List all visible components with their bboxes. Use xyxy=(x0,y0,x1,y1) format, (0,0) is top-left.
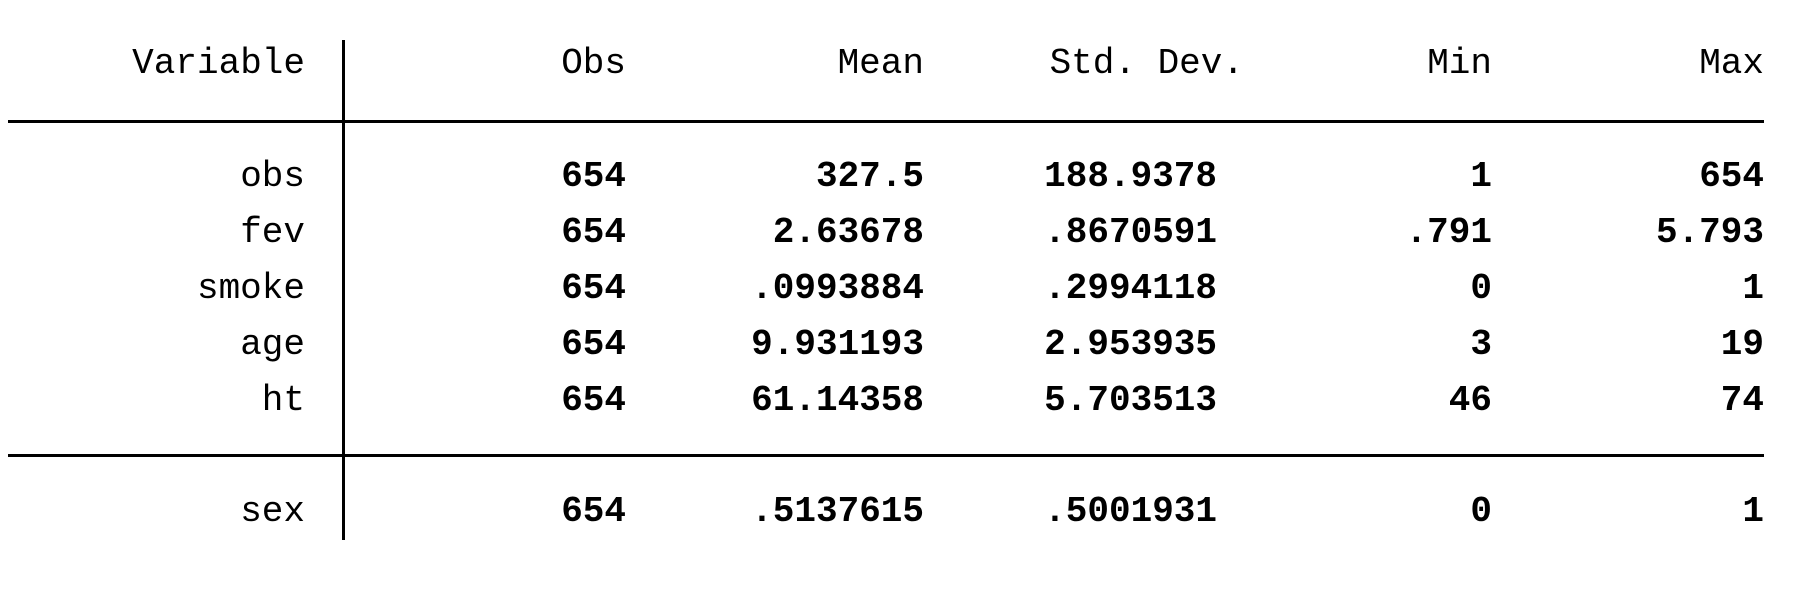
row-std-dev: .5001931 xyxy=(1044,491,1217,532)
row-std-dev: 5.703513 xyxy=(1044,380,1217,421)
row-mean: 327.5 xyxy=(815,156,924,197)
row-max: 5.793 xyxy=(1655,212,1764,253)
row-min: 3 xyxy=(1470,324,1492,365)
group-separator-line xyxy=(8,454,1764,457)
row-max: 1 xyxy=(1742,268,1764,309)
row-max: 19 xyxy=(1720,324,1764,365)
row-std-dev: .8670591 xyxy=(1044,212,1217,253)
header-std-dev: Std. Dev. xyxy=(1049,43,1244,84)
row-std-dev: .2994118 xyxy=(1044,268,1217,309)
row-obs: 654 xyxy=(561,491,626,532)
row-variable: fev xyxy=(240,212,305,253)
row-max: 654 xyxy=(1699,156,1764,197)
row-mean: 2.63678 xyxy=(772,212,924,253)
row-mean: 9.931193 xyxy=(751,324,924,365)
row-min: 0 xyxy=(1470,268,1492,309)
row-std-dev: 188.9378 xyxy=(1044,156,1217,197)
row-min: 0 xyxy=(1470,491,1492,532)
header-max: Max xyxy=(1699,43,1764,84)
header-separator-line xyxy=(8,120,1764,123)
header-min: Min xyxy=(1427,43,1492,84)
header-obs: Obs xyxy=(561,43,626,84)
row-max: 1 xyxy=(1742,491,1764,532)
row-obs: 654 xyxy=(561,324,626,365)
row-variable: ht xyxy=(261,380,305,421)
row-mean: .0993884 xyxy=(751,268,924,309)
column-divider-line xyxy=(342,40,345,540)
row-variable: smoke xyxy=(196,268,305,309)
row-min: 46 xyxy=(1448,380,1492,421)
row-variable: obs xyxy=(240,156,305,197)
row-min: .791 xyxy=(1405,212,1492,253)
row-variable: age xyxy=(240,324,305,365)
header-variable: Variable xyxy=(132,43,305,84)
row-mean: 61.14358 xyxy=(751,380,924,421)
row-obs: 654 xyxy=(561,156,626,197)
row-mean: .5137615 xyxy=(751,491,924,532)
row-variable: sex xyxy=(240,491,305,532)
row-min: 1 xyxy=(1470,156,1492,197)
row-std-dev: 2.953935 xyxy=(1044,324,1217,365)
row-obs: 654 xyxy=(561,380,626,421)
header-mean: Mean xyxy=(837,43,924,84)
row-obs: 654 xyxy=(561,212,626,253)
row-max: 74 xyxy=(1720,380,1764,421)
row-obs: 654 xyxy=(561,268,626,309)
